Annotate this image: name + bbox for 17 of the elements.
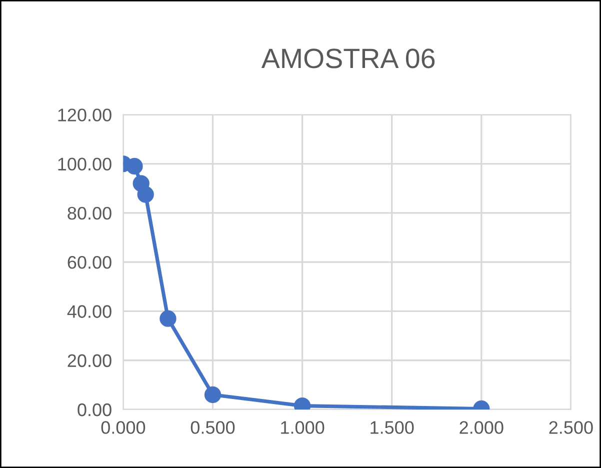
x-tick-label: 0.000 [101, 421, 146, 434]
x-tick-label: 2.500 [549, 421, 593, 434]
y-tick-label: 100.00 [58, 158, 112, 171]
x-tick-label: 2.000 [460, 421, 504, 434]
y-tick-label: 40.00 [67, 305, 112, 318]
chart-title: AMOSTRA 06 [261, 48, 435, 68]
y-tick-label: 0.00 [78, 403, 112, 416]
x-tick-label: 1.500 [370, 421, 414, 434]
point [137, 186, 154, 203]
point [160, 310, 176, 327]
y-tick-label: 80.00 [68, 206, 112, 220]
y-tick-label: 20.00 [68, 354, 112, 368]
x-tick-label: 1.000 [281, 421, 324, 434]
y-tick-label: 120.00 [58, 108, 112, 122]
y-tick-label: 60.00 [68, 256, 112, 269]
point [126, 158, 143, 175]
x-tick-label: 0.500 [190, 421, 235, 434]
